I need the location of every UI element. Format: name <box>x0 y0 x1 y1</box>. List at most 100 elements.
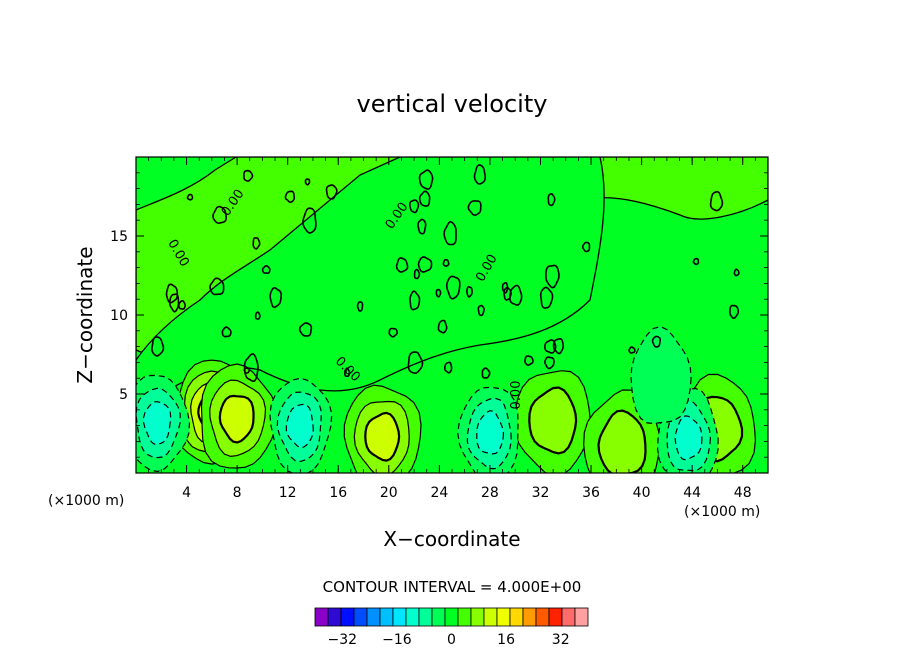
small-contour <box>443 220 457 246</box>
downdraft-contour <box>674 415 703 461</box>
y-tick-labels: 5 10 15 <box>110 229 128 403</box>
small-contour <box>409 290 421 311</box>
small-contour <box>243 353 259 383</box>
colorbar-swatch <box>366 607 381 627</box>
colorbar-swatch <box>548 607 563 627</box>
small-contour <box>261 264 271 274</box>
small-contour <box>733 268 740 277</box>
small-contour <box>509 284 523 307</box>
small-contour <box>302 207 317 234</box>
small-contour <box>254 311 261 320</box>
colorbar-swatch <box>405 607 420 627</box>
x-tick-label: 40 <box>633 485 651 501</box>
y-tick-label: 5 <box>119 387 128 403</box>
downdraft-contour <box>285 403 314 449</box>
small-contour <box>442 258 450 268</box>
x-tick-label: 12 <box>279 485 297 501</box>
colorbar-swatch <box>431 607 446 627</box>
downdraft-contour <box>143 401 172 445</box>
small-contour <box>544 339 557 354</box>
small-contour <box>524 355 534 366</box>
small-contour <box>269 286 283 309</box>
colorbar-swatch <box>561 607 576 627</box>
small-contour <box>325 184 338 200</box>
small-contour <box>473 164 487 185</box>
small-contour <box>395 257 409 273</box>
small-contour <box>388 327 399 338</box>
colorbar-tick-label: 0 <box>447 632 456 648</box>
colorbar-swatch <box>353 607 368 627</box>
small-contour <box>628 346 636 354</box>
small-contour <box>168 293 180 313</box>
small-contour <box>467 200 482 217</box>
updraft-contour <box>364 411 401 462</box>
colorbar-tick-labels: −32 −16 0 16 32 <box>328 632 570 648</box>
small-contour <box>539 286 554 309</box>
x-tick-label: 44 <box>683 485 701 501</box>
x-tick-label: 36 <box>582 485 600 501</box>
small-contour <box>298 322 313 337</box>
x-tick-label: 48 <box>734 485 752 501</box>
colorbar-swatch <box>509 607 524 627</box>
x-tick-label: 24 <box>430 485 448 501</box>
x-units-left: (×1000 m) <box>48 493 124 509</box>
small-contour <box>186 193 194 201</box>
contour-label: 0.00 <box>509 381 524 410</box>
small-contour <box>501 281 509 294</box>
small-contour <box>221 326 232 338</box>
colorbar-tick-label: 16 <box>497 632 515 648</box>
x-tick-label: 4 <box>182 485 191 501</box>
small-contour <box>356 301 364 312</box>
x-axis-label: X−coordinate <box>383 527 520 551</box>
updraft-contour <box>597 409 647 473</box>
x-tick-label: 28 <box>481 485 499 501</box>
y-axis-label: Z−coordinate <box>73 246 97 383</box>
colorbar-swatch <box>496 607 511 627</box>
small-contour <box>243 169 254 182</box>
small-contour <box>304 178 311 186</box>
colorbar-swatch <box>327 607 342 627</box>
small-contour <box>243 367 251 374</box>
colorbar-swatch <box>483 607 498 627</box>
contour-lines <box>151 164 740 383</box>
small-contour <box>552 338 565 355</box>
small-contour <box>544 356 555 370</box>
small-contour <box>503 286 512 301</box>
colorbar-swatch <box>535 607 550 627</box>
colorbar-tick-label: −32 <box>328 632 358 648</box>
small-contour <box>344 367 351 377</box>
small-contour <box>407 351 424 375</box>
contour-interval-text: CONTOUR INTERVAL = 4.000E+00 <box>323 578 582 596</box>
x-units-right: (×1000 m) <box>684 504 760 520</box>
colorbar-swatch <box>418 607 433 627</box>
colorbar <box>314 607 589 627</box>
small-contour <box>151 336 165 357</box>
downdraft-contour <box>630 325 692 425</box>
axis-ticks <box>136 157 768 473</box>
colorbar-swatch <box>379 607 394 627</box>
small-contour <box>284 190 296 204</box>
small-contour <box>252 236 261 250</box>
plot-area: 0.00 0.000.00 0.000.000.00 <box>135 156 769 474</box>
small-contour <box>413 268 421 280</box>
updraft-contour <box>528 386 578 455</box>
colorbar-swatch <box>314 607 329 627</box>
small-contour <box>418 169 434 190</box>
colorbar-swatch <box>522 607 537 627</box>
small-contour <box>417 256 433 273</box>
small-contour <box>545 264 560 289</box>
small-contour <box>446 275 461 300</box>
small-contour <box>408 199 420 214</box>
small-contour <box>212 205 228 225</box>
y-tick-label: 10 <box>110 308 128 324</box>
small-contour <box>481 367 491 379</box>
colorbar-swatch <box>444 607 459 627</box>
x-tick-labels: 4 8 12 16 20 24 28 32 36 40 44 48 <box>182 485 752 501</box>
contour-region <box>136 157 605 411</box>
small-contour <box>165 283 179 304</box>
colorbar-swatch <box>457 607 472 627</box>
colorbar-tick-label: 32 <box>552 632 570 648</box>
small-contour <box>437 319 448 334</box>
small-contour <box>444 361 453 374</box>
